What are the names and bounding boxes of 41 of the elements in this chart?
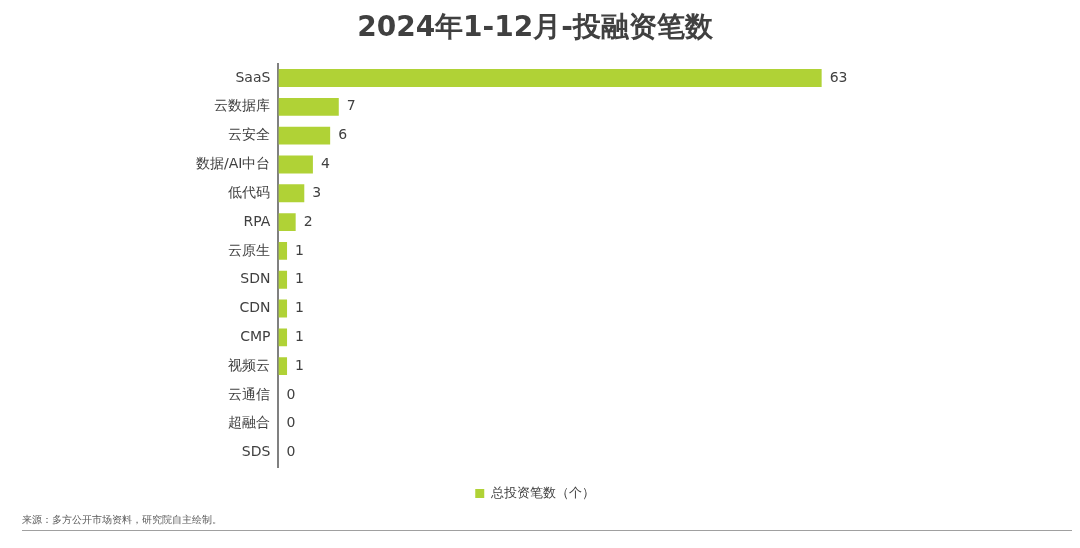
data-label: 6 (338, 126, 348, 143)
y-tick-label: 云通信 (228, 385, 271, 402)
y-tick-label: 视频云 (228, 356, 271, 373)
data-label: 0 (286, 443, 296, 460)
bar (278, 213, 296, 232)
data-label: 1 (295, 299, 304, 316)
data-label: 1 (295, 270, 304, 287)
data-label: 1 (295, 327, 304, 344)
bar (278, 69, 822, 87)
y-tick-label: 低代码 (228, 183, 271, 200)
bar (278, 155, 313, 174)
bar (278, 97, 339, 116)
y-tick-label: 云原生 (228, 241, 271, 258)
y-tick-label: SaaS (235, 68, 271, 85)
data-label: 0 (286, 385, 296, 402)
bar (278, 270, 288, 289)
data-label: 63 (829, 68, 848, 85)
data-label: 4 (320, 155, 330, 172)
y-tick-label: 云安全 (228, 126, 271, 143)
y-tick-label: CDN (239, 299, 271, 316)
data-label: 1 (295, 241, 304, 258)
bar (278, 126, 331, 145)
legend-label: 总投资笔数（个） (489, 484, 595, 500)
data-label: 0 (286, 414, 296, 431)
y-tick-label: SDS (241, 443, 271, 460)
bar (278, 241, 288, 260)
bar (278, 328, 288, 347)
y-tick-label: RPA (243, 212, 271, 229)
data-label: 1 (295, 356, 304, 373)
data-label: 3 (312, 183, 322, 200)
y-tick-label: 云数据库 (214, 97, 271, 114)
chart-title: 2024年1-12月-投融资笔数 (357, 10, 714, 44)
bar (278, 357, 288, 376)
y-tick-label: 超融合 (228, 414, 271, 431)
y-tick-label: SDN (240, 270, 271, 287)
y-tick-label: CMP (240, 327, 271, 344)
data-label: 2 (303, 212, 313, 229)
y-tick-label: 数据/AI中台 (195, 155, 271, 172)
source-note: 来源：多方公开市场资料，研究院自主绘制。 (22, 513, 222, 525)
data-label: 7 (346, 97, 356, 114)
bar (278, 184, 305, 203)
